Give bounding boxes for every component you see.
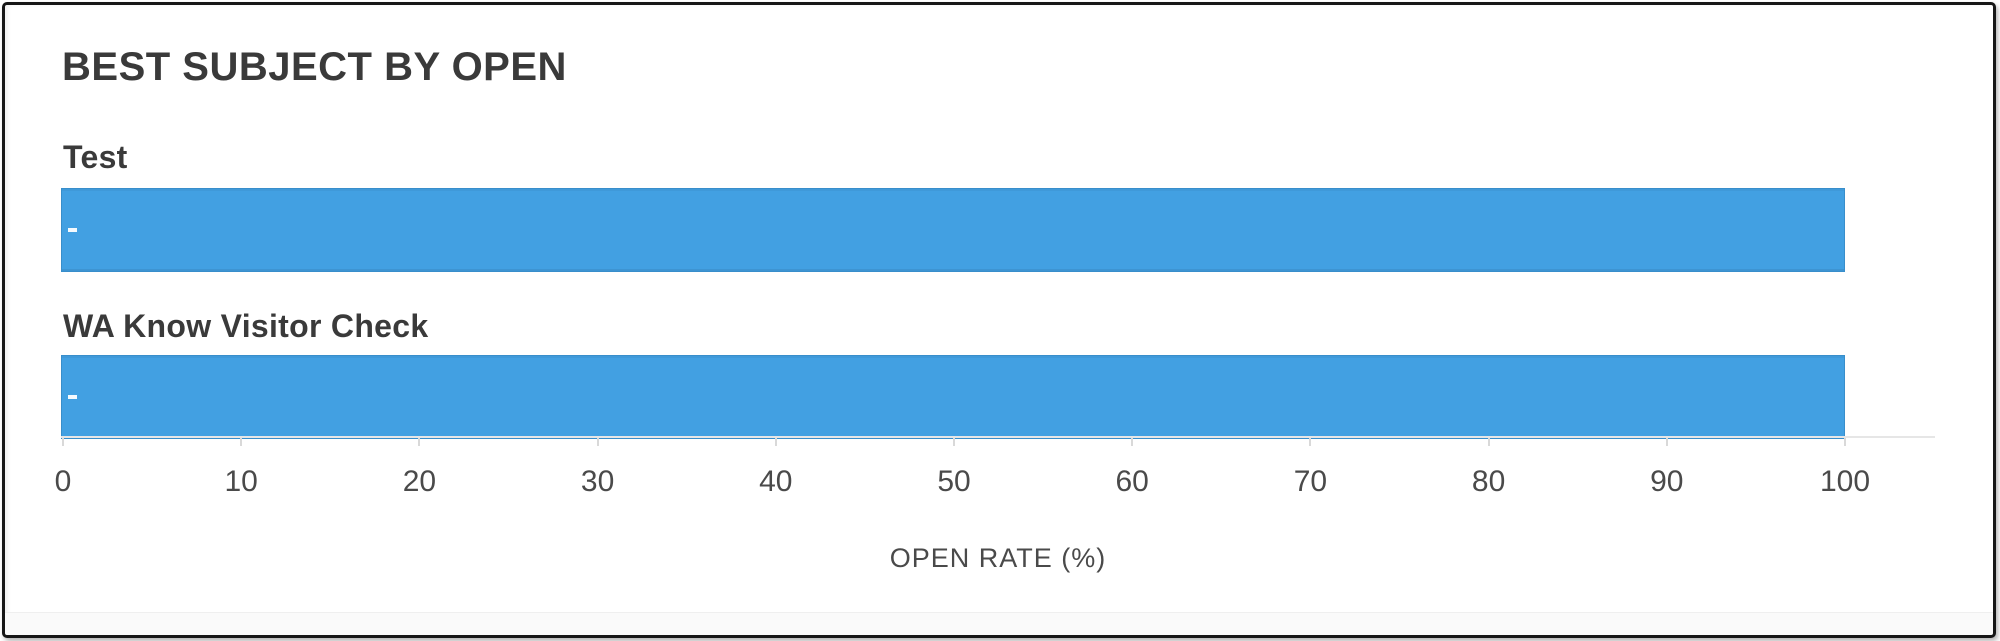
x-axis-title: OPEN RATE (%) [889,543,1107,573]
x-axis-tick-label: 50 [937,465,971,498]
x-axis-tick-mark [62,438,64,446]
x-axis-tick-mark [953,438,955,446]
category-label-test: Test [63,139,128,175]
category-label-wa-know-visitor-check: WA Know Visitor Check [63,308,429,344]
x-axis-tick-label: 0 [54,465,72,498]
x-axis-tick-mark [1131,438,1134,446]
category-axis-tick [68,228,77,232]
bar-wa-know-visitor-check [61,355,1845,439]
card-footer [5,612,1993,635]
x-axis-tick-label: 10 [224,465,258,498]
x-axis-tick-label: 90 [1650,465,1684,498]
x-axis-tick-mark [1309,438,1312,446]
x-axis-tick-label: 100 [1819,465,1871,498]
x-axis-line [61,436,1935,438]
x-axis-tick-mark [1844,438,1846,446]
x-axis-tick-label: 30 [580,465,615,498]
x-axis-tick-label: 60 [1115,465,1149,498]
x-axis-tick-label: 40 [759,465,793,498]
x-axis-tick-label: 70 [1293,465,1328,498]
bar-test [61,188,1845,272]
x-axis-tick-label: 80 [1471,465,1506,498]
x-axis-tick-mark [1487,438,1490,446]
x-axis-tick-mark [240,438,243,446]
x-axis-tick-mark [596,438,599,446]
x-axis-tick-mark [774,438,777,446]
category-axis-tick [68,395,77,399]
x-axis-tick-mark [418,438,421,446]
chart-title: BEST SUBJECT BY OPEN [62,45,567,89]
x-axis-tick-mark [1665,438,1668,446]
x-axis-tick-label: 20 [402,465,437,498]
